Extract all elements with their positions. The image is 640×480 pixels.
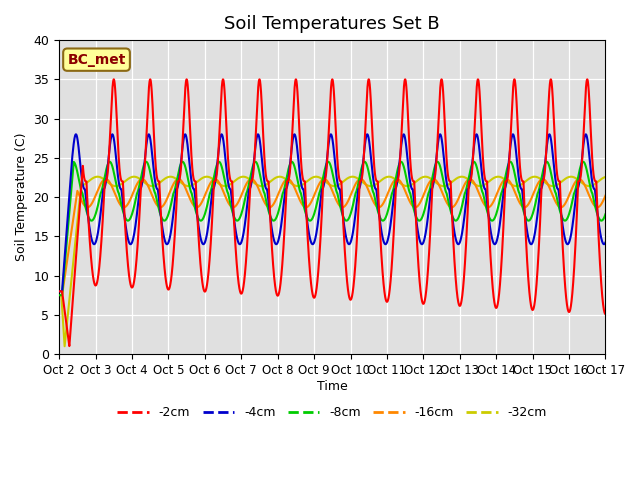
Text: BC_met: BC_met xyxy=(67,53,125,67)
Legend: -2cm, -4cm, -8cm, -16cm, -32cm: -2cm, -4cm, -8cm, -16cm, -32cm xyxy=(113,401,552,424)
Y-axis label: Soil Temperature (C): Soil Temperature (C) xyxy=(15,133,28,261)
X-axis label: Time: Time xyxy=(317,380,348,393)
Title: Soil Temperatures Set B: Soil Temperatures Set B xyxy=(225,15,440,33)
